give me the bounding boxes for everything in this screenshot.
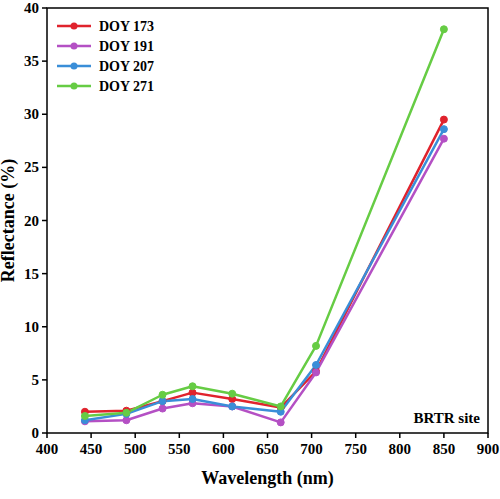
x-tick: [267, 433, 269, 438]
plot-frame: [47, 8, 488, 433]
y-tick-label: 35: [24, 53, 39, 69]
x-tick-label: 600: [212, 441, 235, 457]
series-marker: [277, 403, 284, 410]
x-tick-label: 550: [168, 441, 191, 457]
series-line: [85, 139, 444, 423]
legend-label: DOY 207: [99, 59, 154, 74]
x-tick-label: 650: [256, 441, 279, 457]
series-marker: [440, 116, 447, 123]
x-tick: [179, 433, 181, 438]
series-marker: [277, 419, 284, 426]
y-tick: [42, 114, 47, 116]
y-tick-label: 20: [24, 213, 39, 229]
series-line: [85, 29, 444, 416]
series-marker: [440, 26, 447, 33]
series-marker: [229, 390, 236, 397]
x-tick-label: 850: [433, 441, 456, 457]
y-tick-label: 15: [24, 266, 39, 282]
x-tick: [443, 433, 445, 438]
x-tick-label: 900: [477, 441, 500, 457]
y-tick-label: 40: [24, 0, 39, 16]
legend-label: DOY 271: [99, 79, 154, 94]
x-tick-label: 500: [124, 441, 147, 457]
legend-label: DOY 191: [99, 39, 154, 54]
y-tick-label: 5: [32, 372, 40, 388]
series-marker: [313, 369, 320, 376]
y-tick: [42, 326, 47, 328]
x-tick-label: 450: [80, 441, 103, 457]
series-marker: [81, 413, 88, 420]
series-marker: [440, 126, 447, 133]
series-marker: [313, 362, 320, 369]
y-tick: [42, 167, 47, 169]
x-tick: [90, 433, 92, 438]
y-tick: [42, 220, 47, 222]
chart: 400 450 500 550 600 650 700 750 800 850 900 0 5 10 15 2…: [0, 0, 500, 499]
y-tick-label: 30: [24, 106, 39, 122]
series-marker: [229, 403, 236, 410]
x-tick-label: 800: [389, 441, 412, 457]
x-tick: [355, 433, 357, 438]
y-tick-label: 25: [24, 159, 39, 175]
x-tick: [134, 433, 136, 438]
x-tick: [487, 433, 489, 438]
legend-marker: [71, 83, 78, 90]
y-tick: [42, 379, 47, 381]
y-tick: [42, 432, 47, 434]
x-tick: [399, 433, 401, 438]
series-marker: [440, 135, 447, 142]
series-marker: [123, 409, 130, 416]
legend-marker: [71, 63, 78, 70]
y-axis-label: Reflectance (%): [0, 159, 19, 282]
x-tick: [223, 433, 225, 438]
legend-marker: [71, 23, 78, 30]
legend-marker: [71, 43, 78, 50]
y-tick: [42, 7, 47, 9]
series-marker: [159, 391, 166, 398]
legend-label: DOY 173: [99, 19, 154, 34]
y-tick: [42, 60, 47, 62]
x-tick: [311, 433, 313, 438]
x-tick-label: 400: [36, 441, 59, 457]
series-marker: [229, 403, 236, 410]
series-marker: [159, 405, 166, 412]
x-tick-label: 750: [344, 441, 367, 457]
x-axis-label: Wavelength (nm): [201, 468, 334, 489]
series-line: [85, 129, 444, 420]
y-tick-label: 0: [32, 425, 40, 441]
series-marker: [189, 396, 196, 403]
y-tick: [42, 273, 47, 275]
plot-area: [81, 26, 447, 426]
series-marker: [189, 383, 196, 390]
annotation: BRTR site: [413, 410, 480, 426]
legend: DOY 173 DOY 191 DOY 207 DOY 271: [57, 19, 154, 94]
x-tick-label: 700: [300, 441, 323, 457]
y-tick-label: 10: [24, 319, 39, 335]
series-marker: [313, 342, 320, 349]
